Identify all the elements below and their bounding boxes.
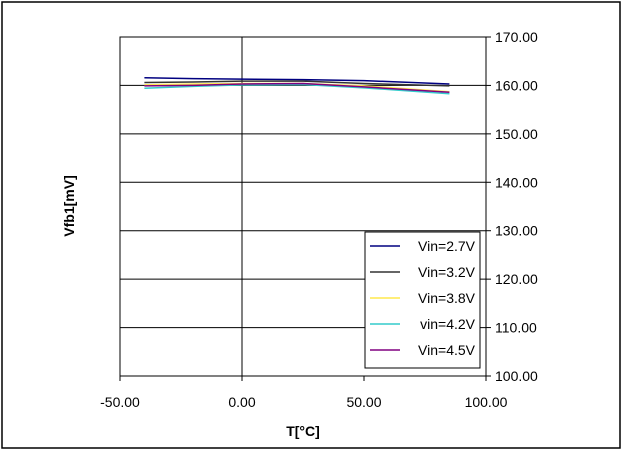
x-axis-label: T[°C] [286, 423, 320, 439]
y-tick-label: 150.00 [495, 126, 538, 142]
legend-label: Vin=2.7V [418, 238, 476, 254]
series-line [144, 80, 450, 87]
axes [119, 36, 491, 381]
legend-label: Vin=3.2V [418, 264, 476, 280]
y-tick-label: 120.00 [495, 271, 538, 287]
series-line [144, 83, 450, 95]
y-tick-label: 110.00 [495, 320, 537, 336]
y-tick-label: 100.00 [495, 368, 538, 384]
legend-label: Vin=3.8V [418, 290, 476, 306]
y-tick-label: 140.00 [495, 174, 538, 190]
y-tick-labels: 100.00 110.00 120.00 130.00 140.00 150.00 160.… [495, 29, 538, 384]
y-tick-label: 130.00 [495, 223, 538, 239]
x-tick-labels: -50.00 0.00 50.00 100.00 [100, 394, 507, 410]
series-line [144, 76, 450, 85]
y-axis-label: Vfb1[mV] [61, 175, 77, 236]
x-tick-label: 100.00 [465, 394, 508, 410]
series-line [144, 82, 450, 93]
legend-box [364, 231, 481, 369]
legend: Vin=2.7V Vin=3.2V Vin=3.8V vin=4.2V Vin=4.5V [364, 231, 481, 369]
y-tick-label: 160.00 [495, 77, 538, 93]
x-tick-label: 0.00 [228, 394, 255, 410]
legend-label: Vin=4.5V [418, 342, 476, 358]
series-lines [144, 76, 450, 95]
legend-label: vin=4.2V [420, 316, 476, 332]
y-tick-label: 170.00 [495, 29, 538, 45]
x-tick-label: -50.00 [100, 394, 140, 410]
x-tick-label: 50.00 [346, 394, 381, 410]
